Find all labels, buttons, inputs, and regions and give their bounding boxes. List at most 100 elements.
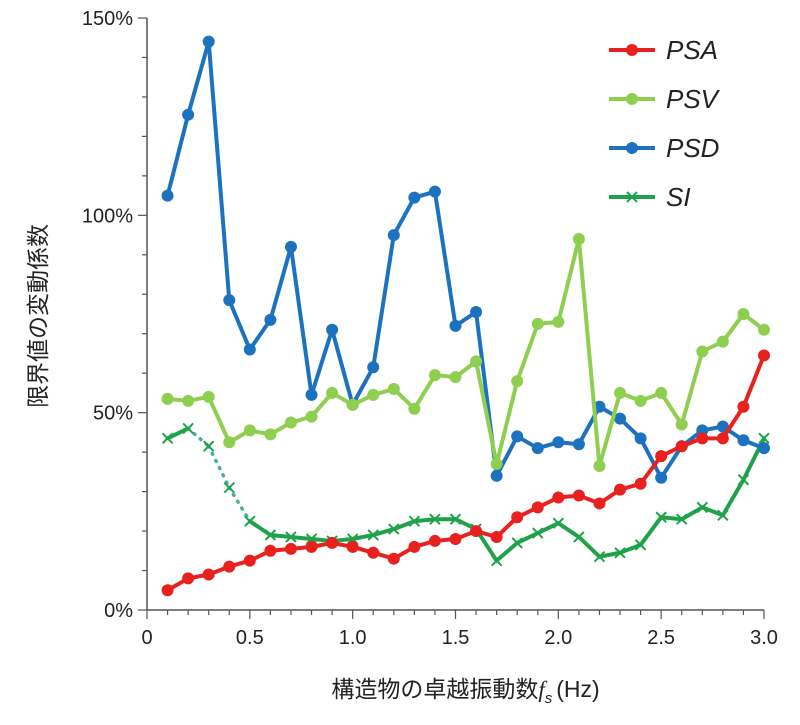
series-psa-point xyxy=(758,349,770,362)
series-psv-segment xyxy=(494,379,520,466)
series-si-segment xyxy=(720,477,746,518)
axes: 0% 50% 100% 150% 0 0.5 1.0 1.5 2.0 2.5 3.0 xyxy=(82,8,778,649)
legend: PSA PSV PSD SI xyxy=(609,35,721,212)
series-psa-point xyxy=(202,568,215,581)
series-si-point xyxy=(511,537,523,549)
x-axis-title-text: 構造物の卓越振動数 xyxy=(331,676,538,702)
series-si-point xyxy=(244,515,256,527)
series-si-point xyxy=(367,529,379,541)
series-psd-point xyxy=(202,35,215,48)
series-si-point xyxy=(408,515,421,527)
series-psd-point xyxy=(593,400,606,413)
series-psa-point xyxy=(696,432,709,445)
series-psa-point xyxy=(511,511,524,524)
series-si-segment xyxy=(350,533,376,541)
y-axis-title: 限界値の変動係数 xyxy=(25,224,51,408)
series-psv-segment xyxy=(659,390,684,427)
series-psd-point xyxy=(737,434,750,447)
series-si-point xyxy=(758,432,770,445)
series-psd-point xyxy=(552,436,565,449)
series-si-point xyxy=(449,513,462,525)
legend-label: PSA xyxy=(666,35,718,65)
series-si-segment xyxy=(268,533,293,539)
series-psv-point xyxy=(449,371,462,384)
legend-label: SI xyxy=(666,182,691,212)
series-psv-point xyxy=(552,315,565,328)
series-psa-point xyxy=(223,560,236,573)
series-si-point xyxy=(161,432,174,445)
series-psd-point xyxy=(284,240,297,253)
series-si-point xyxy=(717,509,729,521)
series-psd-segment xyxy=(638,436,664,480)
series-psa-point xyxy=(387,552,400,565)
series-psa-point xyxy=(593,497,606,510)
series-si-point xyxy=(634,539,647,551)
series-psd-segment xyxy=(659,444,684,480)
series-psd-segment xyxy=(247,317,273,352)
series-si-segment xyxy=(391,519,417,532)
series-psa-point xyxy=(284,542,297,555)
series-si-point xyxy=(388,523,400,535)
series-si-segment xyxy=(618,542,643,555)
series-psv-segment xyxy=(556,237,581,324)
series-psv-point xyxy=(408,402,421,415)
series-psd-point xyxy=(470,306,483,319)
legend-marker xyxy=(626,93,638,105)
series-psa-point xyxy=(243,554,256,567)
series-psd-point xyxy=(758,442,770,455)
series-psv-segment xyxy=(206,394,232,445)
series-si-segment xyxy=(659,515,684,522)
series-psa-point xyxy=(716,432,729,445)
series-psv-segment xyxy=(515,321,540,384)
series-psv-point xyxy=(490,457,503,470)
series-psd-point xyxy=(161,189,174,202)
legend-label: PSD xyxy=(666,133,719,163)
series-si-point xyxy=(182,422,194,435)
series-si-segment xyxy=(679,505,705,522)
series-si-segment xyxy=(371,527,396,538)
series-psv-point xyxy=(696,345,709,358)
series-si-point xyxy=(429,513,441,525)
series-psv-point xyxy=(243,424,256,437)
series-psv-segment xyxy=(474,359,499,466)
series-si-segment xyxy=(597,550,623,559)
series-psd-point xyxy=(387,229,400,242)
series-psa-point xyxy=(305,540,318,553)
series-psv-point xyxy=(758,323,770,336)
series-psv-point xyxy=(223,436,236,449)
series-si-segment xyxy=(165,426,191,441)
series-si-segment xyxy=(535,521,561,536)
series-psd-point xyxy=(511,430,524,443)
x-tick-label: 1.5 xyxy=(442,627,470,649)
series-si-point xyxy=(202,440,215,452)
legend-marker xyxy=(626,142,638,154)
series-psd-point xyxy=(490,469,503,482)
series-psv-point xyxy=(264,428,277,441)
legend-item-psa: PSA xyxy=(609,35,718,65)
series-si-point xyxy=(737,474,750,486)
series-psv-point xyxy=(614,386,627,399)
series-si-point xyxy=(223,481,235,494)
series-si-segment xyxy=(288,534,314,541)
series-psd-point xyxy=(305,388,318,401)
series-psd-segment xyxy=(186,39,211,117)
series-psa-point xyxy=(449,532,462,545)
series-psa-point xyxy=(408,540,421,553)
series-psa-point xyxy=(614,483,627,496)
x-tick-label: 0 xyxy=(141,627,152,649)
series-psd-point xyxy=(531,442,544,455)
series-si-point xyxy=(532,527,544,539)
series-psv-point xyxy=(634,394,647,407)
series-psd-point xyxy=(655,471,668,484)
series-psv-segment xyxy=(576,237,602,468)
series-psv-segment xyxy=(597,390,623,468)
series-psa-point xyxy=(470,525,483,538)
series-psa-point xyxy=(531,501,544,514)
y-tick-label: 150% xyxy=(82,8,133,30)
series-psv-point xyxy=(675,418,688,431)
legend-label: PSV xyxy=(666,84,721,114)
series-psd-point xyxy=(428,185,441,198)
series-psa-point xyxy=(634,477,647,490)
x-axis-title-subscript: s xyxy=(545,690,553,707)
series-psd-segment xyxy=(206,39,232,303)
